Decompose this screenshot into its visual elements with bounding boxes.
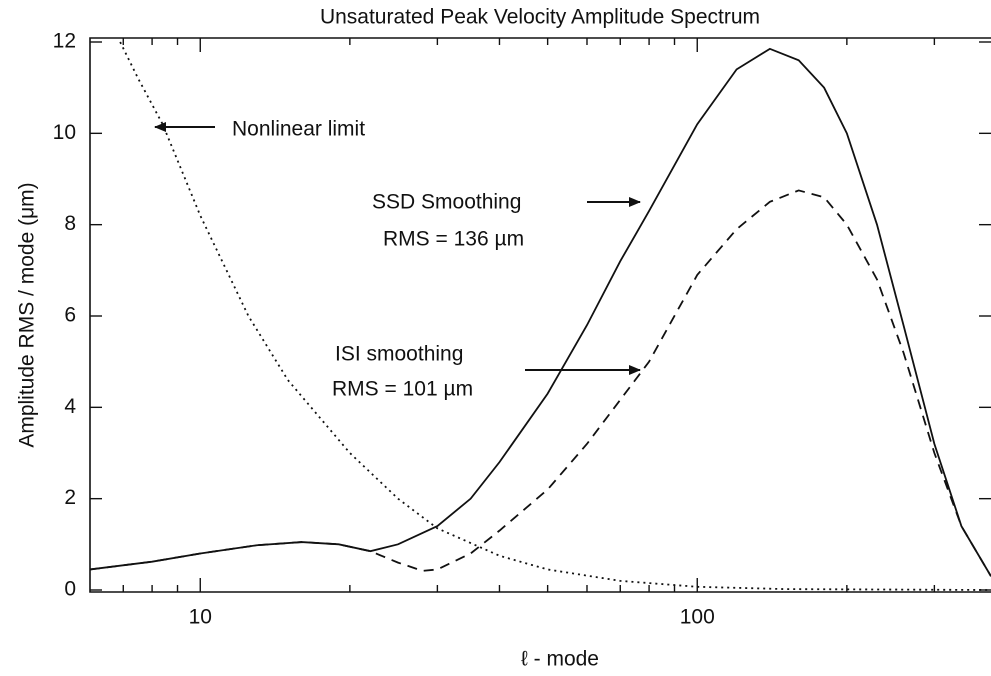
y-tick-label: 10: [53, 121, 76, 144]
y-tick-label: 0: [64, 578, 76, 601]
annotation: SSD Smoothing: [372, 191, 521, 214]
y-tick-label: 2: [64, 486, 76, 509]
chart-title: Unsaturated Peak Velocity Amplitude Spec…: [320, 6, 760, 29]
curve-dashed: [90, 189, 991, 577]
y-tick-label: 8: [64, 212, 76, 235]
y-tick-label: 4: [64, 395, 76, 418]
curve-dotted: [119, 41, 991, 591]
plot-area: [90, 41, 991, 591]
x-axis-label: ℓ - mode: [521, 648, 599, 671]
plot-frame: [89, 37, 991, 593]
x-tick-label: 10: [189, 606, 212, 629]
y-axis-label: Amplitude RMS / mode (μm): [16, 182, 39, 447]
annotation: Nonlinear limit: [232, 118, 365, 141]
y-tick-label: 12: [53, 30, 76, 53]
y-tick-label: 6: [64, 304, 76, 327]
annotation: ISI smoothing: [335, 343, 463, 366]
curve-solid: [90, 47, 991, 577]
annotation: RMS = 101 µm: [332, 378, 473, 401]
x-tick-label: 100: [680, 606, 715, 629]
annotation: RMS = 136 µm: [383, 228, 524, 251]
